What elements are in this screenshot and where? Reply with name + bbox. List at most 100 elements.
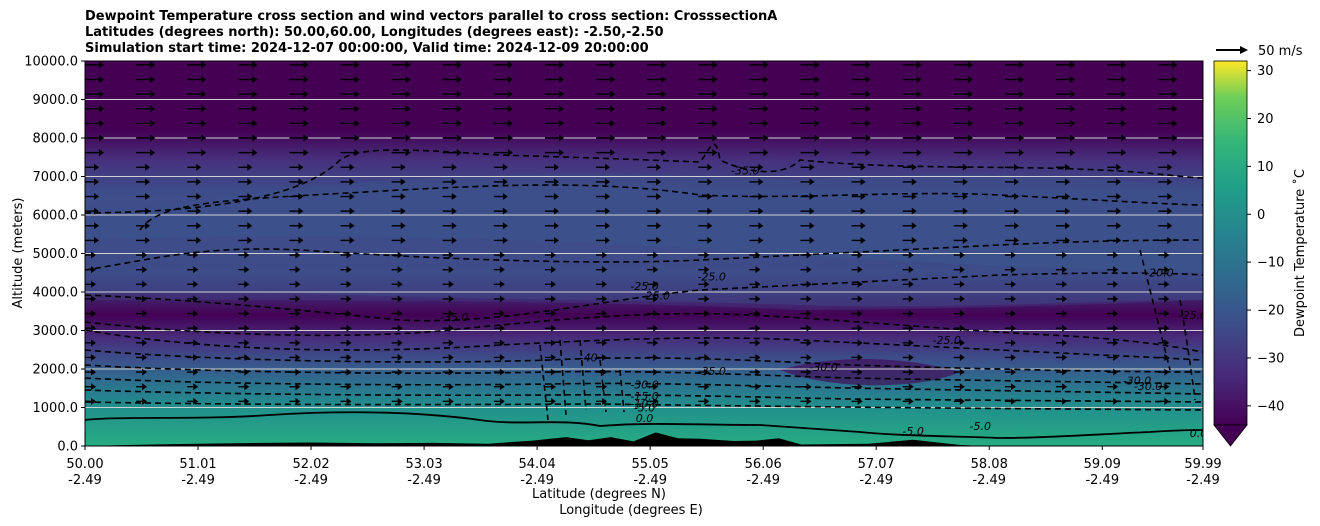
wind-arrow <box>698 222 713 230</box>
wind-arrow <box>851 193 866 201</box>
wind-arrow <box>647 280 659 288</box>
wind-arrow <box>647 339 659 347</box>
wind-arrow <box>953 339 965 347</box>
y-tick-label: 7000.0 <box>33 170 79 185</box>
wind-arrow <box>289 149 309 157</box>
wind-arrow <box>647 61 667 69</box>
wind-arrow <box>698 163 713 171</box>
wind-arrow <box>1056 61 1076 69</box>
wind-arrow <box>1056 236 1071 244</box>
wind-arrow <box>647 397 659 405</box>
wind-arrow <box>544 324 556 332</box>
wind-arrow <box>85 193 99 201</box>
wind-arrow <box>953 236 968 244</box>
wind-arrow <box>136 105 156 113</box>
wind-arrow <box>85 61 104 69</box>
wind-arrow <box>187 207 202 215</box>
wind-arrow <box>391 178 406 186</box>
wind-arrow <box>698 207 713 215</box>
wind-arrow <box>647 75 667 83</box>
wind-arrow <box>85 178 99 186</box>
wind-arrow <box>1158 339 1170 347</box>
wind-arrow <box>647 266 659 274</box>
contour-label: -30.0 <box>630 378 658 391</box>
wind-arrow <box>749 383 761 391</box>
contour-label: 0.0 <box>636 412 654 425</box>
colorbar-extend-triangle <box>1213 424 1248 447</box>
wind-arrow <box>1056 397 1068 405</box>
x-tick-latitude: 52.02 <box>292 457 329 472</box>
wind-arrow <box>749 368 761 376</box>
colorbar-tick-label: 20 <box>1257 112 1274 127</box>
wind-arrow <box>544 90 564 98</box>
wind-arrow <box>493 383 505 391</box>
contour-labels: -35.0-25.0-25.0-25.0-35.0-20.0-25.0-25.0… <box>440 165 1203 441</box>
wind-arrow <box>1004 266 1016 274</box>
wind-arrow <box>596 251 608 259</box>
colorbar-tick-label: −30 <box>1257 351 1284 366</box>
x-axis-label: Latitude (degrees N) <box>532 487 666 502</box>
wind-arrow <box>647 295 659 303</box>
wind-arrow <box>1004 105 1024 113</box>
wind-arrow <box>596 368 608 376</box>
wind-arrow <box>800 397 812 405</box>
wind-arrow <box>902 222 917 230</box>
wind-arrow <box>544 178 559 186</box>
wind-arrow <box>1056 193 1071 201</box>
wind-arrow <box>187 193 202 201</box>
colorbar-ticks: 30 20 10 0 −10 −20 −30 −40 <box>1247 64 1284 414</box>
wind-arrow <box>902 90 922 98</box>
wind-arrow <box>391 163 406 171</box>
wind-arrow <box>85 222 99 230</box>
wind-arrow <box>1004 383 1016 391</box>
wind-arrow <box>136 193 151 201</box>
wind-arrow <box>902 149 922 157</box>
x-axis: 50.00-2.4951.01-2.4952.02-2.4953.03-2.49… <box>66 446 1222 488</box>
wind-arrow <box>544 163 559 171</box>
wind-arrow <box>289 295 301 303</box>
contour-label: -40 <box>580 351 598 364</box>
wind-arrow <box>85 397 96 405</box>
wind-arrow <box>749 251 761 259</box>
wind-arrow <box>698 236 713 244</box>
wind-arrow <box>187 339 199 347</box>
wind-arrow <box>902 368 914 376</box>
wind-arrow <box>289 61 309 69</box>
wind-arrow <box>1158 90 1178 98</box>
wind-arrow <box>749 339 761 347</box>
wind-arrow <box>442 193 457 201</box>
wind-arrow <box>442 295 454 303</box>
wind-arrow <box>340 251 352 259</box>
wind-arrow <box>596 295 608 303</box>
x-tick-longitude: -2.49 <box>1085 473 1119 488</box>
wind-arrow <box>647 324 659 332</box>
wind-arrow <box>340 236 355 244</box>
wind-arrow <box>1158 207 1173 215</box>
wind-arrow <box>596 119 616 127</box>
wind-arrow <box>851 222 866 230</box>
wind-arrow <box>851 251 863 259</box>
wind-arrow <box>289 119 309 127</box>
wind-arrow <box>800 266 812 274</box>
wind-arrow <box>544 236 559 244</box>
wind-arrow <box>289 75 309 83</box>
wind-arrow <box>596 90 616 98</box>
wind-arrow <box>187 368 199 376</box>
wind-arrow <box>238 397 250 405</box>
wind-arrow <box>442 119 462 127</box>
wind-arrow <box>800 90 820 98</box>
wind-arrow <box>187 353 199 361</box>
wind-arrow <box>698 90 718 98</box>
wind-arrow <box>800 353 812 361</box>
wind-arrow <box>391 383 403 391</box>
wind-arrow <box>391 236 406 244</box>
wind-arrow <box>442 207 457 215</box>
wind-arrow <box>596 324 608 332</box>
x-tick-longitude: -2.49 <box>859 473 893 488</box>
wind-arrow <box>1107 61 1127 69</box>
wind-arrow <box>1056 295 1068 303</box>
wind-arrow <box>493 90 513 98</box>
colorbar-tick-label: 10 <box>1257 160 1274 175</box>
wind-arrow <box>596 339 608 347</box>
wind-arrow <box>1004 397 1016 405</box>
